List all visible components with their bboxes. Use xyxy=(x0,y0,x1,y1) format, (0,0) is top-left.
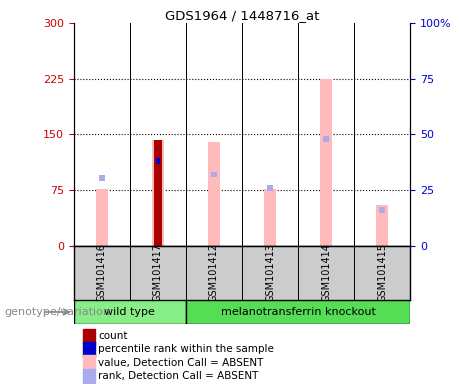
Bar xyxy=(264,189,276,246)
Bar xyxy=(323,136,329,142)
Bar xyxy=(155,158,161,164)
Text: value, Detection Call = ABSENT: value, Detection Call = ABSENT xyxy=(98,358,264,367)
Bar xyxy=(376,205,389,246)
Bar xyxy=(95,189,108,246)
Text: GSM101414: GSM101414 xyxy=(321,243,331,302)
Text: rank, Detection Call = ABSENT: rank, Detection Call = ABSENT xyxy=(98,371,259,381)
Title: GDS1964 / 1448716_at: GDS1964 / 1448716_at xyxy=(165,9,319,22)
Text: wild type: wild type xyxy=(104,307,155,317)
Text: GSM101413: GSM101413 xyxy=(265,243,275,302)
Bar xyxy=(211,172,217,177)
Bar xyxy=(156,158,160,164)
Bar xyxy=(154,140,162,246)
Bar xyxy=(208,142,220,246)
Text: GSM101412: GSM101412 xyxy=(209,243,219,302)
Bar xyxy=(379,207,385,213)
Text: percentile rank within the sample: percentile rank within the sample xyxy=(98,344,274,354)
Text: GSM101415: GSM101415 xyxy=(377,243,387,302)
Bar xyxy=(267,185,273,191)
Text: melanotransferrin knockout: melanotransferrin knockout xyxy=(221,307,376,317)
Bar xyxy=(186,300,410,324)
Text: GSM101417: GSM101417 xyxy=(153,243,163,302)
Text: count: count xyxy=(98,331,128,341)
Bar xyxy=(74,300,186,324)
Bar xyxy=(152,140,164,246)
Bar xyxy=(320,79,332,246)
Text: genotype/variation: genotype/variation xyxy=(5,307,111,317)
Text: GSM101416: GSM101416 xyxy=(97,243,107,302)
Bar xyxy=(99,175,105,181)
